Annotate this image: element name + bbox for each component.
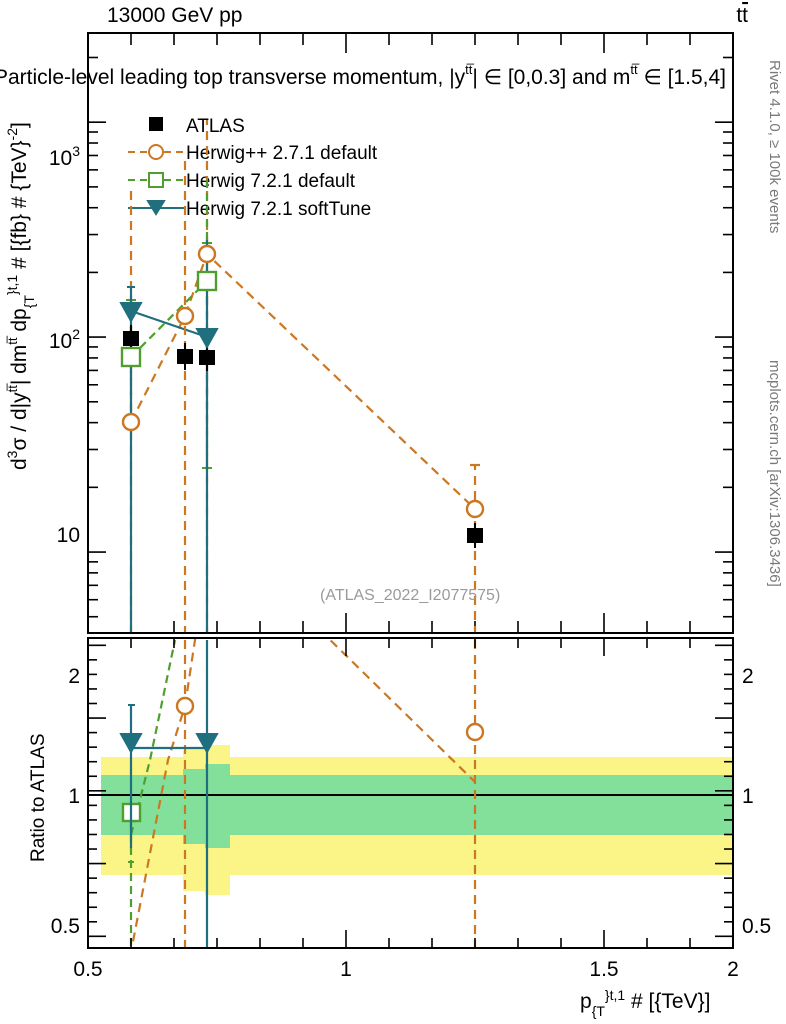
main-panel-frame	[87, 32, 734, 634]
ratio-line-herwig721	[129, 639, 177, 836]
page-title: Particle-level leading top transverse mo…	[0, 62, 726, 89]
main-ytick-labels: 103 102 10	[49, 143, 80, 547]
ratio-ytick-05-left: 0.5	[51, 915, 80, 938]
legend-marker-triangle-down-icon	[146, 200, 166, 216]
ratio-line-herwigpp-a	[130, 705, 187, 947]
marker-herwigpp-1	[175, 306, 195, 326]
main-data-layer	[119, 120, 485, 632]
side-text-mcplots: mcplots.cern.ch [arXiv:1306.3436]	[766, 360, 783, 587]
series-markers-herwig721	[120, 270, 218, 368]
legend-marker-circle-open-icon	[148, 144, 164, 160]
ytick-10: 10	[57, 524, 80, 547]
marker-herwig721-0	[120, 346, 142, 368]
ratio-marker-softtune-1	[195, 733, 219, 755]
ratio-panel-frame	[87, 637, 734, 949]
marker-atlas-3	[467, 528, 483, 543]
legend-item-herwig721soft[interactable]: Herwig 7.2.1 softTune	[128, 199, 371, 220]
legend-item-atlas[interactable]: ATLAS	[149, 116, 245, 137]
y-axis-label-ratio: Ratio to ATLAS	[28, 734, 49, 863]
legend-label-2: Herwig 7.2.1 default	[186, 171, 356, 192]
legend-label-0: ATLAS	[186, 116, 245, 137]
side-text-rivet: Rivet 4.1.0, ≥ 100k events	[766, 60, 783, 233]
ratio-ytick-labels-left: 2 1 0.5	[51, 665, 80, 938]
series-line-herwig721	[130, 280, 208, 358]
legend-label-3: Herwig 7.2.1 softTune	[186, 199, 371, 220]
marker-atlas-0	[123, 331, 139, 346]
legend-marker-square-open-icon	[148, 172, 164, 188]
ratio-yticks	[88, 644, 733, 938]
header-beam: 13000 GeV pp	[107, 4, 242, 27]
ratio-ytick-1-left: 1	[68, 785, 80, 808]
xtick-1: 1	[340, 958, 352, 981]
ratio-data-layer	[89, 639, 732, 947]
marker-atlas-1	[177, 349, 193, 364]
series-line-herwigpp	[130, 252, 476, 510]
series-markers-herwigpp	[121, 244, 485, 519]
errorbars-herwigpp	[129, 120, 477, 632]
ratio-marker-softtune-0	[119, 733, 143, 755]
xtick-0: 0.5	[73, 958, 102, 981]
ratio-ytick-05-right: 0.5	[742, 915, 771, 938]
ratio-xticks-top	[87, 638, 734, 656]
x-tick-labels: 0.5 1 1.5 2	[73, 958, 738, 981]
marker-atlas-2	[199, 350, 215, 365]
series-markers-atlas	[123, 331, 483, 543]
marker-herwig721-1	[196, 270, 218, 292]
legend-label-1: Herwig++ 2.7.1 default	[186, 143, 378, 164]
ytick-100: 102	[49, 326, 80, 353]
marker-herwig721soft-1	[195, 328, 219, 350]
ratio-marker-herwigpp-3	[465, 722, 485, 742]
header-process: tt	[736, 4, 748, 27]
marker-herwig721soft-0	[119, 302, 143, 324]
watermark-label: (ATLAS_2022_I2077575)	[320, 587, 500, 604]
ratio-xticks-bottom	[87, 930, 734, 948]
ratio-ytick-2-right: 2	[742, 665, 754, 688]
main-xticks-top	[87, 33, 734, 53]
marker-herwigpp-0	[121, 412, 141, 432]
ratio-ytick-1-right: 1	[742, 785, 754, 808]
marker-herwigpp-3	[465, 499, 485, 519]
ytick-1000: 103	[49, 143, 80, 170]
main-yticks	[88, 56, 733, 618]
legend-item-herwig721[interactable]: Herwig 7.2.1 default	[128, 171, 356, 192]
ratio-marker-herwigpp-1	[175, 696, 195, 716]
ratio-ytick-2-left: 2	[68, 665, 80, 688]
xtick-3: 2	[727, 958, 739, 981]
ratio-band-inner	[101, 764, 732, 848]
x-axis-label: p{T}t,1 # [{TeV}]	[580, 987, 710, 1019]
xtick-2: 1.5	[589, 958, 618, 981]
legend-marker-square-filled-icon	[149, 117, 163, 131]
series-markers-herwig721soft	[119, 302, 219, 350]
legend-item-herwigpp[interactable]: Herwig++ 2.7.1 default	[128, 143, 378, 164]
legend: ATLAS Herwig++ 2.7.1 default Herwig 7.2.…	[128, 116, 378, 220]
series-line-herwig721soft	[130, 309, 208, 339]
marker-herwigpp-2	[197, 244, 217, 264]
y-axis-label-main: d3σ / d|ytt̅| dmtt̅ dp{T}t,1 # [{fb} # {…	[4, 122, 37, 470]
ratio-ytick-labels-right: 2 1 0.5	[742, 665, 771, 938]
